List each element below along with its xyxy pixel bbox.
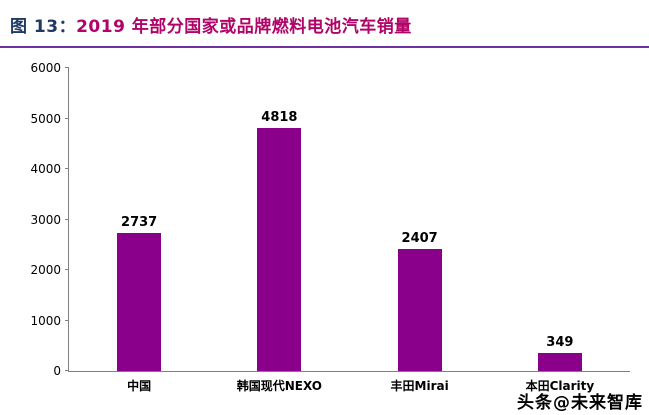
x-category-label: 丰田Mirai xyxy=(390,379,449,393)
y-tick-mark xyxy=(65,67,69,68)
bar xyxy=(257,127,302,371)
y-tick-mark xyxy=(65,319,69,321)
figure-name: 2019 年部分国家或品牌燃料电池汽车销量 xyxy=(76,17,412,37)
y-tick-label: 5000 xyxy=(30,111,61,126)
y-tick-label: 4000 xyxy=(30,162,61,176)
watermark: 头条@未来智库 xyxy=(517,393,643,413)
title-underline xyxy=(0,46,649,48)
figure-title: 图 13：2019 年部分国家或品牌燃料电池汽车销量 xyxy=(0,0,649,46)
y-tick-mark xyxy=(65,168,69,169)
y-tick-label: 6000 xyxy=(30,61,61,75)
x-category-label: 本田Clarity xyxy=(525,379,595,393)
bar-column: 2737 xyxy=(69,68,209,371)
bar-value-label: 2737 xyxy=(121,214,158,230)
bar xyxy=(537,353,582,371)
bar-chart-plot-area: 中国 韩国现代NEXO 丰田Mirai 本田Clarity 0 1000 2000 3000… xyxy=(30,62,630,393)
bar-column: 4818 xyxy=(209,68,349,371)
y-tick-label: 1000 xyxy=(30,313,61,328)
y-tick-label: 3000 xyxy=(30,212,61,227)
x-category-label: 韩国现代NEXO xyxy=(236,379,323,393)
y-tick-label: 2000 xyxy=(30,263,61,277)
x-category-label: 中国 xyxy=(127,379,152,393)
figure-number: 图 13： xyxy=(10,17,77,37)
bar-value-label: 4818 xyxy=(261,109,298,125)
y-tick-mark xyxy=(65,218,69,220)
bar-value-label: 2407 xyxy=(401,231,438,247)
bar-value-label: 349 xyxy=(546,335,574,351)
y-tick-mark xyxy=(65,269,69,270)
bar-column: 2407 xyxy=(350,68,490,371)
bar xyxy=(397,249,442,371)
y-tick-label: 0 xyxy=(53,364,61,378)
bar-column: 349 xyxy=(490,68,630,371)
bar xyxy=(117,232,162,371)
y-tick-mark xyxy=(65,117,69,119)
y-tick-mark xyxy=(65,370,69,371)
x-axis-labels: 中国 韩国现代NEXO 丰田Mirai 本田Clarity xyxy=(69,377,630,394)
